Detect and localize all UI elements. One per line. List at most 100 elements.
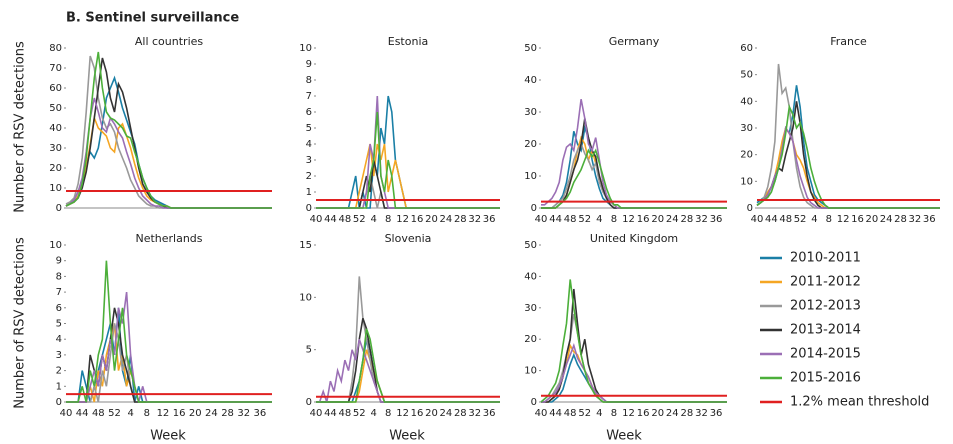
x-tick-label: 44 — [76, 408, 89, 419]
y-tick-label: 15 — [299, 240, 312, 251]
y-tick-label: 50 — [49, 103, 62, 114]
x-tick-label: 36 — [710, 214, 723, 225]
x-tick-label: 24 — [440, 408, 453, 419]
x-tick-label: 24 — [440, 214, 453, 225]
y-tick-label: 10 — [740, 176, 753, 187]
x-tick-label: 44 — [324, 408, 337, 419]
y-tick-label: 0 — [306, 203, 312, 214]
x-tick-label: 12 — [622, 214, 635, 225]
y-tick-label: 50 — [740, 70, 753, 81]
x-tick-label: 36 — [254, 408, 267, 419]
x-tick-label: 36 — [923, 214, 936, 225]
y-tick-label: 70 — [49, 63, 62, 74]
x-tick-label: 20 — [651, 408, 664, 419]
x-tick-label: 20 — [425, 408, 438, 419]
series-line — [316, 349, 500, 403]
series-line — [316, 95, 500, 209]
series-line — [316, 338, 500, 403]
x-tick-label: 16 — [637, 214, 650, 225]
x-tick-label: 44 — [549, 408, 562, 419]
x-tick-label: 40 — [310, 408, 323, 419]
x-tick-label: 32 — [909, 214, 922, 225]
y-tick-label: 0 — [56, 397, 62, 408]
x-tick-label: 28 — [454, 408, 467, 419]
y-tick-label: 9 — [56, 256, 62, 267]
panel-title: Estonia — [388, 35, 429, 48]
x-tick-label: 36 — [483, 408, 496, 419]
figure-title: B. Sentinel surveillance — [66, 11, 239, 26]
x-tick-label: 4 — [371, 214, 377, 225]
x-tick-label: 32 — [237, 408, 250, 419]
x-tick-label: 8 — [611, 408, 617, 419]
y-tick-label: 7 — [56, 287, 62, 298]
legend-label: 2013-2014 — [790, 323, 861, 338]
y-tick-label: 10 — [299, 43, 312, 54]
series-line — [316, 95, 500, 209]
x-tick-label: 20 — [425, 214, 438, 225]
x-tick-label: 8 — [385, 214, 391, 225]
y-tick-label: 40 — [49, 123, 62, 134]
series-line — [541, 124, 727, 209]
series-line — [756, 85, 940, 209]
series-line — [541, 343, 727, 403]
y-tick-label: 50 — [524, 240, 537, 251]
y-tick-label: 5 — [306, 123, 312, 134]
legend-label: 2015-2016 — [790, 371, 861, 386]
y-tick-label: 30 — [524, 107, 537, 118]
y-tick-label: 4 — [56, 334, 62, 345]
y-tick-label: 8 — [306, 75, 312, 86]
x-tick-label: 52 — [353, 408, 366, 419]
y-tick-label: 0 — [531, 203, 537, 214]
series-line — [541, 135, 727, 209]
x-tick-label: 48 — [779, 214, 792, 225]
x-tick-label: 8 — [385, 408, 391, 419]
x-axis-label: Week — [606, 429, 642, 444]
x-tick-label: 16 — [851, 214, 864, 225]
y-tick-label: 6 — [56, 303, 62, 314]
x-tick-label: 20 — [189, 408, 202, 419]
x-tick-label: 44 — [765, 214, 778, 225]
x-tick-label: 4 — [811, 214, 817, 225]
series-line — [756, 103, 940, 209]
y-axis-label: Number of RSV detections — [13, 237, 28, 409]
x-tick-label: 28 — [894, 214, 907, 225]
x-tick-label: 52 — [578, 408, 591, 419]
y-tick-label: 10 — [49, 240, 62, 251]
y-tick-label: 9 — [306, 59, 312, 70]
x-tick-label: 40 — [535, 214, 548, 225]
x-tick-label: 24 — [666, 408, 679, 419]
x-tick-label: 48 — [564, 408, 577, 419]
y-tick-label: 10 — [524, 366, 537, 377]
y-tick-label: 50 — [524, 43, 537, 54]
x-tick-label: 20 — [651, 214, 664, 225]
x-tick-label: 44 — [549, 214, 562, 225]
y-tick-label: 0 — [531, 397, 537, 408]
y-tick-label: 0 — [747, 203, 753, 214]
x-tick-label: 24 — [880, 214, 893, 225]
x-axis-label: Week — [389, 429, 425, 444]
x-tick-label: 8 — [611, 214, 617, 225]
series-line — [316, 143, 500, 209]
y-tick-label: 3 — [56, 350, 62, 361]
series-line — [316, 276, 500, 403]
series-line — [316, 175, 500, 209]
series-line — [541, 288, 727, 403]
x-tick-label: 12 — [396, 214, 409, 225]
x-tick-label: 20 — [865, 214, 878, 225]
y-tick-label: 7 — [306, 91, 312, 102]
x-tick-label: 24 — [666, 214, 679, 225]
panel-title: Slovenia — [385, 232, 432, 245]
x-tick-label: 52 — [353, 214, 366, 225]
y-axis-label: Number of RSV detections — [13, 41, 28, 213]
y-tick-label: 1 — [306, 187, 312, 198]
x-tick-label: 12 — [837, 214, 850, 225]
panel-title: United Kingdom — [590, 232, 678, 245]
x-tick-label: 36 — [710, 408, 723, 419]
x-tick-label: 44 — [324, 214, 337, 225]
series-line — [65, 51, 272, 209]
y-tick-label: 2 — [306, 171, 312, 182]
panel-title: All countries — [135, 35, 204, 48]
y-tick-label: 0 — [56, 203, 62, 214]
